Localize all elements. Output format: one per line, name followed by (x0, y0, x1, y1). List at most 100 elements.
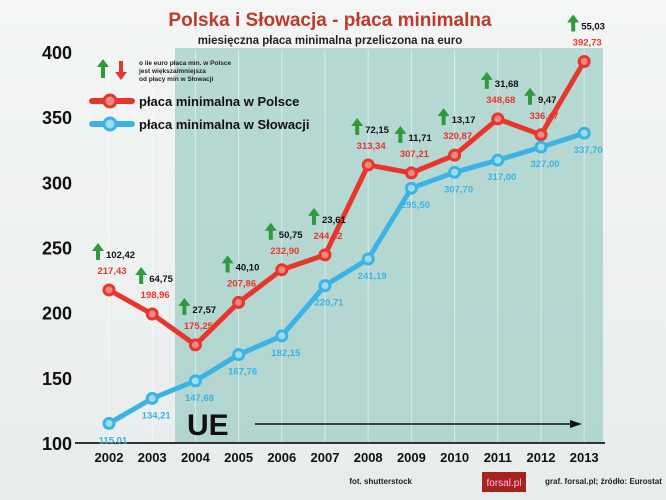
chart-title: Polska i Słowacja - płaca minimalna (168, 10, 492, 31)
y-tick-label: 350 (42, 108, 72, 128)
difference-label: 13,17 (452, 115, 476, 126)
arrow-shaft (484, 78, 489, 89)
forsal-logo (482, 472, 526, 492)
data-point (404, 166, 418, 180)
arrow-head (437, 108, 450, 117)
arrow-head (92, 242, 104, 251)
ue-annotation: UE (187, 409, 229, 442)
difference-label: 72,15 (365, 125, 389, 136)
data-label: 134,21 (142, 410, 172, 421)
x-tick-label: 2005 (224, 450, 253, 465)
data-label: 182,15 (271, 348, 301, 359)
data-point (491, 112, 505, 126)
data-point (275, 329, 289, 343)
arrow-head (135, 267, 148, 276)
data-point (232, 348, 246, 362)
data-point (318, 279, 332, 293)
data-point (404, 181, 418, 195)
x-tick-label: 2009 (397, 450, 426, 465)
arrow-shaft (268, 229, 273, 240)
data-point (361, 158, 375, 172)
data-label: 241,19 (358, 271, 387, 282)
data-label: 392,73 (573, 37, 602, 48)
arrow-head (524, 87, 536, 96)
legend-poland-label: płaca minimalna w Polsce (139, 94, 299, 109)
up-arrow-icon (524, 87, 536, 105)
arrow-shaft (441, 115, 446, 126)
data-label: 336,47 (529, 111, 558, 122)
data-point (534, 128, 548, 142)
data-point (318, 248, 332, 262)
x-tick-label: 2011 (484, 450, 512, 465)
data-point (145, 307, 159, 321)
legend-down-arrow-icon (115, 61, 127, 80)
data-label: 147,68 (185, 393, 214, 404)
up-arrow-icon (437, 108, 450, 126)
arrow-head (351, 117, 364, 126)
data-point (102, 283, 116, 297)
photo-credit: fot. shutterstock (349, 477, 412, 486)
data-label: 307,21 (400, 149, 430, 160)
arrow-shaft (182, 304, 187, 315)
legend: o ile euro płaca min. w Polsce jest więk… (89, 59, 310, 132)
x-tick-label: 2006 (267, 450, 296, 465)
series-line-slovakia (107, 130, 585, 426)
legend-note-line-1: o ile euro płaca min. w Polsce (139, 60, 231, 67)
y-tick-label: 400 (42, 43, 72, 63)
data-label: 217,43 (97, 266, 126, 277)
legend-slovakia-label: płaca minimalna w Słowacji (139, 117, 310, 132)
difference-label: 27,57 (192, 305, 216, 316)
arrow-shaft (312, 214, 316, 225)
data-label: 337,70 (574, 145, 603, 156)
up-arrow-icon (351, 117, 364, 135)
arrow-head (567, 14, 580, 23)
x-tick-label: 2003 (138, 450, 167, 465)
difference-label: 64,75 (149, 274, 173, 285)
x-tick-label: 2010 (440, 450, 469, 465)
series-line-poland (107, 60, 587, 348)
difference-label: 102,42 (106, 250, 135, 261)
data-label: 307,70 (444, 184, 473, 195)
difference-label: 50,75 (279, 230, 303, 241)
up-arrow-icon (221, 255, 234, 273)
data-point (491, 153, 505, 167)
up-arrow-icon (178, 297, 191, 315)
difference-label: 11,71 (408, 133, 432, 144)
data-label: 175,25 (184, 321, 214, 332)
data-point (145, 391, 159, 405)
chart-subtitle: miesięczna płaca minimalna przeliczona n… (198, 35, 463, 47)
arrow-head (264, 222, 277, 231)
ue-arrow-head (570, 420, 582, 428)
y-tick-label: 300 (42, 173, 72, 193)
data-label: 295,50 (401, 200, 430, 211)
legend-note-line-2: jest większa/mniejsza (138, 68, 206, 75)
arrow-shaft (398, 132, 403, 143)
data-label: 220,71 (314, 298, 344, 309)
data-label: 232,90 (270, 246, 299, 257)
data-label: 167,76 (228, 367, 257, 378)
up-arrow-icon (264, 222, 277, 240)
difference-label: 31,68 (495, 79, 519, 90)
x-tick-label: 2013 (570, 450, 599, 465)
difference-label: 9,47 (538, 95, 557, 106)
arrow-head (221, 255, 234, 264)
difference-label: 40,10 (236, 262, 260, 273)
x-tick-label: 2008 (354, 450, 383, 465)
data-label: 320,87 (443, 131, 472, 142)
up-arrow-icon (394, 125, 407, 143)
difference-label: 55,03 (581, 21, 605, 32)
x-tick-label: 2004 (181, 450, 211, 465)
arrow-head (394, 125, 407, 134)
data-point (577, 126, 591, 140)
y-tick-label: 100 (42, 434, 72, 454)
data-label: 348,68 (486, 95, 515, 106)
up-arrow-icon (308, 207, 320, 225)
arrow-head (178, 297, 191, 306)
legend-note-line-3: od płacy min w Słowacji (139, 76, 214, 83)
data-point (448, 165, 462, 179)
data-point (275, 263, 289, 277)
y-tick-label: 200 (42, 304, 72, 324)
data-point (232, 295, 246, 309)
